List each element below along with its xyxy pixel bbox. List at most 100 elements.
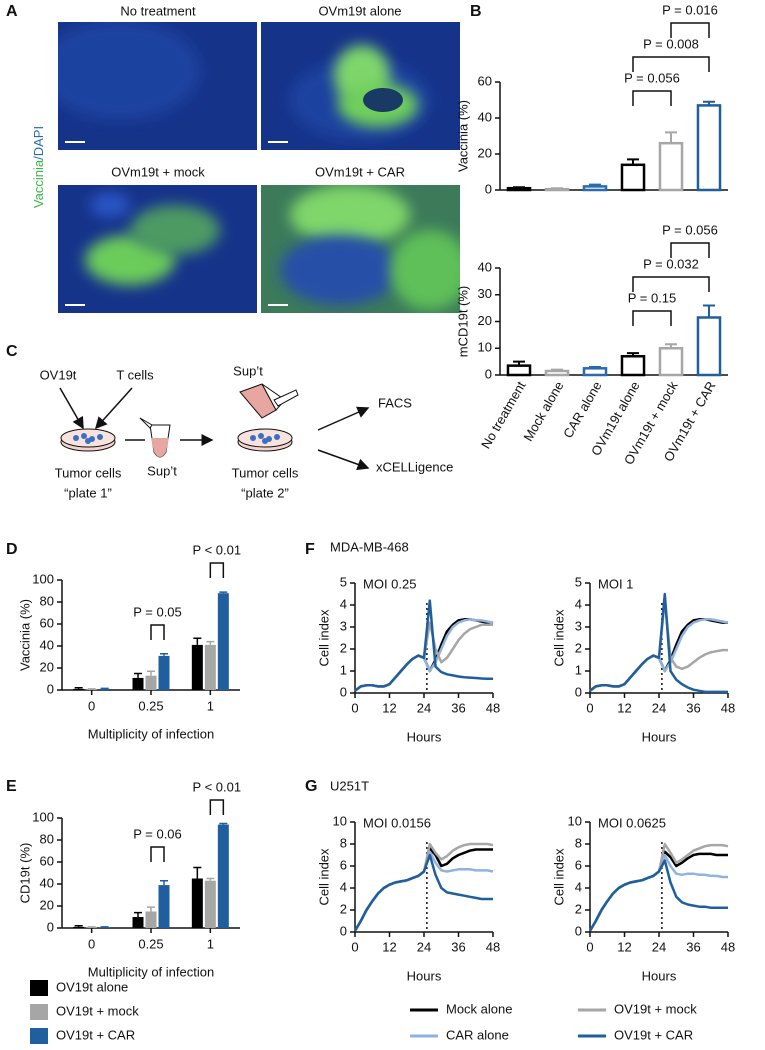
x-tick-label: 36 [451, 700, 465, 715]
y-tick-label: 60 [40, 853, 54, 868]
y-tick-label: 2 [575, 640, 582, 655]
error-bar [551, 187, 563, 190]
x-tick-label: 0 [586, 939, 593, 954]
y-tick-label: 40 [478, 259, 492, 274]
y-tick-label: 4 [575, 879, 582, 894]
series-line [588, 842, 729, 932]
y-tick-label: 4 [575, 596, 582, 611]
series-line [354, 599, 493, 692]
diagram-label: “plate 1” [64, 485, 112, 500]
image-title: No treatment [120, 3, 196, 18]
bar [506, 364, 532, 377]
pipette [239, 383, 299, 419]
error-bar [665, 131, 677, 144]
x-tick-label: 48 [721, 700, 735, 715]
y-tick-label: 10 [568, 813, 582, 828]
bar [158, 885, 170, 928]
panel-label: C [6, 343, 18, 360]
image-title: OVm19t + mock [111, 164, 205, 179]
x-tick-label: CAR alone [560, 379, 604, 441]
legend-label: OV19t alone [56, 979, 128, 994]
y-tick-label: 0 [47, 681, 54, 696]
x-tick-label: 0 [586, 700, 593, 715]
y-tick-label: 6 [575, 857, 582, 872]
error-bar [513, 186, 525, 189]
series-line [588, 859, 728, 932]
diagram-label: Sup’t [147, 463, 177, 478]
y-tick-label: 100 [32, 571, 54, 586]
label-part: Vaccinia [31, 159, 46, 208]
error-bar [134, 911, 142, 917]
series-line [353, 853, 493, 932]
legend-label: Mock alone [446, 1001, 512, 1016]
error-bar [551, 368, 563, 371]
bar [204, 644, 216, 690]
y-tick-label: 1 [575, 662, 582, 677]
group-title: MDA-MB-468 [330, 539, 409, 554]
arrow [317, 449, 370, 471]
error-bar [74, 687, 83, 689]
y-tick-label: 60 [478, 73, 492, 88]
y-tick-label: 80 [40, 593, 54, 608]
x-tick-label: 48 [486, 700, 500, 715]
y-tick-label: 0 [485, 181, 492, 196]
x-axis-label: Hours [407, 729, 442, 744]
bar [99, 927, 111, 928]
group-title: U251T [330, 778, 369, 793]
micrograph [58, 22, 257, 150]
x-tick-label: 24 [417, 939, 431, 954]
chart-title: MOI 0.0156 [363, 815, 431, 830]
significance-bracket [150, 624, 165, 640]
y-tick-label: 8 [340, 835, 347, 850]
significance-bracket [632, 310, 672, 326]
y-tick-label: 100 [32, 809, 54, 824]
bar [158, 655, 170, 690]
x-tick-label: 12 [382, 939, 396, 954]
bar [99, 688, 111, 690]
y-tick-label: 0 [575, 684, 582, 699]
bar [73, 688, 85, 690]
x-tick-label: 36 [686, 939, 700, 954]
annotation: P = 0.05 [133, 604, 182, 619]
bar [696, 316, 722, 377]
x-tick-label: 36 [686, 700, 700, 715]
y-tick-label: 4 [340, 596, 347, 611]
y-axis-label: Cell index [551, 848, 566, 906]
annotation: P = 0.15 [628, 290, 677, 305]
bar [506, 186, 532, 192]
y-tick-label: 80 [40, 831, 54, 846]
y-tick-label: 2 [340, 640, 347, 655]
chart-title: MOI 0.0625 [598, 815, 666, 830]
error-bar [100, 687, 109, 690]
y-tick-label: 20 [40, 897, 54, 912]
y-tick-label: 20 [478, 313, 492, 328]
annotation: P < 0.01 [193, 779, 242, 794]
x-tick-label: 12 [617, 700, 631, 715]
x-tick-label: 24 [417, 700, 431, 715]
diagram: OV19t T cells Tumor cells “plate 1” Sup’… [40, 363, 454, 500]
x-axis-label: Hours [642, 729, 677, 744]
legend-swatch [30, 980, 48, 996]
x-tick-label: 24 [652, 700, 666, 715]
significance-bracket [209, 562, 225, 578]
significance-bracket [632, 90, 672, 106]
x-tick-label: 0.25 [138, 936, 163, 951]
series-line [353, 842, 494, 932]
bar [132, 917, 144, 928]
dish [237, 428, 293, 452]
bar [620, 355, 646, 377]
series-line [353, 847, 493, 932]
y-tick-label: 0 [340, 923, 347, 938]
significance-bracket [670, 242, 710, 258]
legend-label: OV19t + mock [56, 1003, 139, 1018]
legend-swatch [30, 1028, 48, 1044]
image-title: OVm19t alone [318, 3, 401, 18]
y-tick-label: 40 [40, 637, 54, 652]
y-tick-label: 40 [478, 109, 492, 124]
y-axis-label: Vaccinia (%) [455, 100, 470, 172]
x-tick-label: 48 [486, 939, 500, 954]
error-bar [627, 352, 639, 357]
bar [658, 347, 684, 377]
